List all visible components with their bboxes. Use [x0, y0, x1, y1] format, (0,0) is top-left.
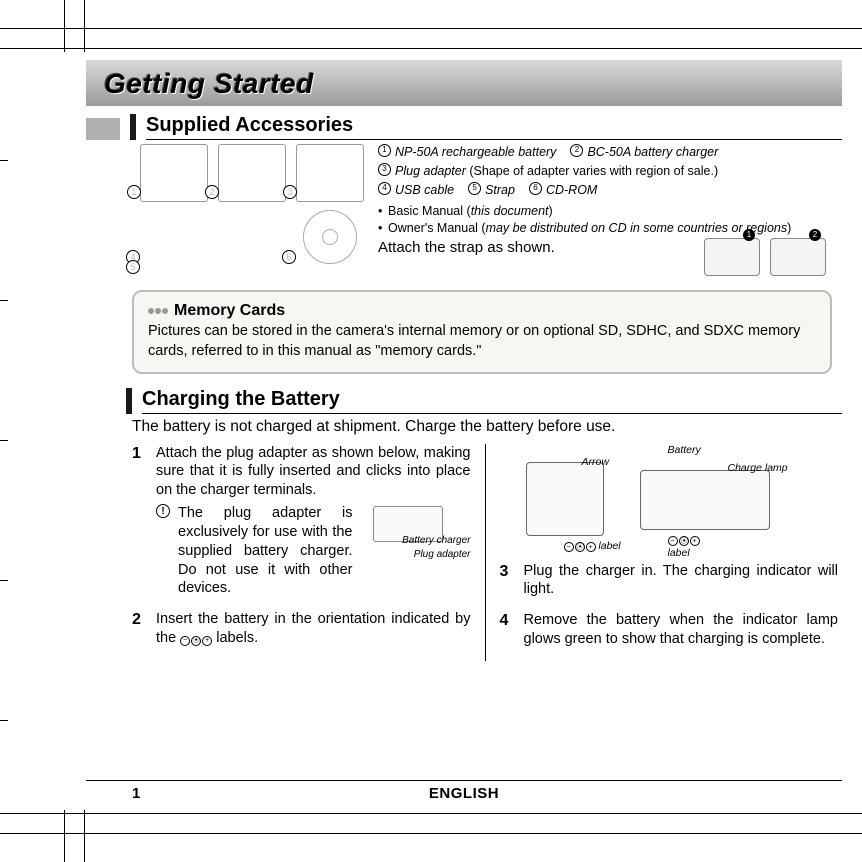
acc-item-6: 6CD-ROM — [529, 182, 597, 199]
step-2: 2 Insert the battery in the orientation … — [132, 610, 471, 648]
acc-item-3: 3Plug adapter (Shape of adapter varies w… — [378, 163, 826, 180]
page-footer: 1 ENGLISH — [86, 780, 842, 802]
step-4: 4 Remove the battery when the indicator … — [500, 611, 839, 649]
charging-heading: Charging the Battery — [142, 388, 842, 414]
accessory-text: 1NP-50A rechargeable battery 2BC-50A bat… — [378, 144, 826, 276]
step-3-body: Plug the charger in. The charging indica… — [524, 562, 839, 600]
mini-cam-2: 2 — [770, 238, 826, 276]
step-3: 3 Plug the charger in. The charging indi… — [500, 562, 839, 600]
strap-text: Attach the strap as shown. — [378, 238, 694, 258]
section-supplied-head: Supplied Accessories — [86, 114, 842, 140]
step-1: 1 Attach the plug adapter as shown below… — [132, 444, 471, 599]
strap-line: Attach the strap as shown. 1 2 — [378, 238, 826, 276]
step-4-body: Remove the battery when the indicator la… — [524, 611, 839, 649]
acc-img-2: 2 — [218, 144, 286, 202]
step-2-body: Insert the battery in the orientation in… — [156, 610, 471, 648]
charger-figure: Battery charger Plug adapter — [361, 504, 471, 568]
acc-img-5: 5 — [140, 272, 208, 276]
col-left: 1 Attach the plug adapter as shown below… — [132, 444, 485, 661]
accessory-images: 1 2 3 4 5 6 — [140, 144, 364, 276]
accessory-list: 1NP-50A rechargeable battery 2BC-50A bat… — [378, 144, 826, 199]
polarity-label-icon: −⦿+ — [180, 636, 212, 646]
page-language: ENGLISH — [429, 785, 499, 802]
manual-bullets: Basic Manual (this document) Owner's Man… — [378, 203, 826, 237]
page: Getting Started Supplied Accessories 1 2… — [86, 60, 842, 802]
bullet-owners: Owner's Manual (may be distributed on CD… — [378, 220, 826, 237]
section-marker — [86, 118, 120, 140]
acc-img-3: 3 — [296, 144, 364, 202]
cd-icon — [303, 210, 357, 264]
col-right: Arrow Battery Charge lamp −⦿+ label −⦿+l… — [485, 444, 843, 661]
acc-item-4: 4USB cable — [378, 182, 454, 199]
acc-img-6: 6 — [296, 208, 364, 266]
step-1-body: Attach the plug adapter as shown below, … — [156, 444, 471, 599]
title-bar: Getting Started — [86, 60, 842, 106]
memory-body: Pictures can be stored in the camera's i… — [148, 322, 816, 361]
acc-img-1: 1 — [140, 144, 208, 202]
page-title: Getting Started — [104, 68, 824, 100]
acc-item-1: 1NP-50A rechargeable battery — [378, 144, 556, 161]
charger-diagram: Arrow Battery Charge lamp −⦿+ label −⦿+l… — [500, 444, 839, 554]
cards-icon — [148, 308, 168, 314]
accessories-block: 1 2 3 4 5 6 1NP-50A rechargeable battery… — [86, 144, 842, 276]
page-number: 1 — [132, 785, 140, 802]
acc-item-2: 2BC-50A battery charger — [570, 144, 718, 161]
supplied-heading: Supplied Accessories — [146, 114, 842, 140]
charging-columns: 1 Attach the plug adapter as shown below… — [86, 444, 842, 661]
acc-img-4: 4 — [140, 208, 208, 266]
section-charging-head: Charging the Battery — [126, 388, 842, 414]
section-bar — [130, 114, 136, 140]
acc-item-5: 5Strap — [468, 182, 515, 199]
mini-cam-1: 1 — [704, 238, 760, 276]
memory-heading: Memory Cards — [148, 302, 816, 320]
bullet-basic: Basic Manual (this document) — [378, 203, 826, 220]
charging-intro: The battery is not charged at shipment. … — [86, 418, 842, 436]
memory-callout: Memory Cards Pictures can be stored in t… — [132, 290, 832, 373]
step-1-warning: ! The plug adapter is exclusively for us… — [156, 504, 471, 598]
section-bar-2 — [126, 388, 132, 414]
warning-icon: ! — [156, 504, 170, 518]
